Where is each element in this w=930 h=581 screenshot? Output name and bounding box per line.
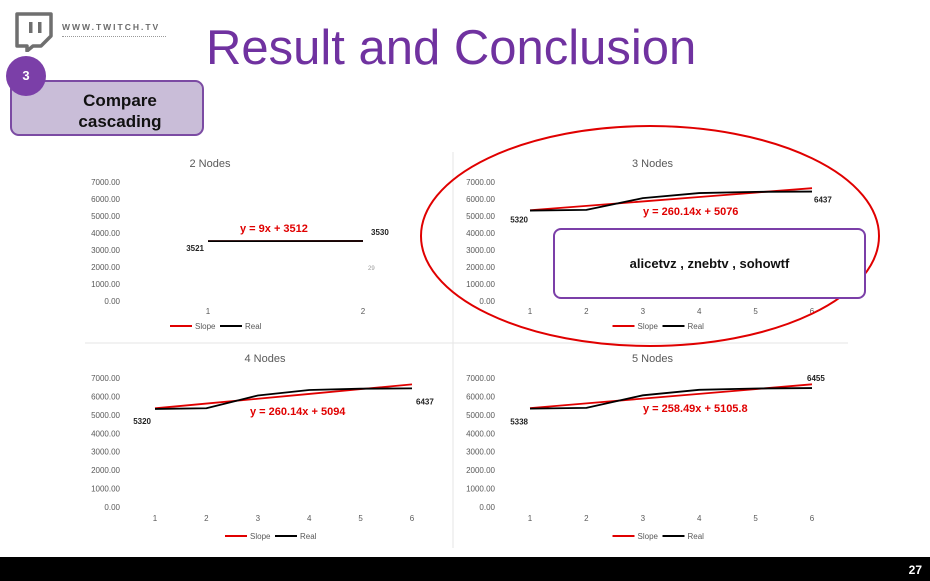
y-tick-label: 0.00 [104,503,120,512]
data-label: 5320 [510,216,528,225]
chart-title: 4 Nodes [245,353,286,365]
step-box: Compare cascading [10,80,204,136]
twitch-icon [15,12,53,52]
trendline-equation: y = 9x + 3512 [240,223,308,235]
y-tick-label: 5000.00 [466,411,495,420]
y-tick-label: 6000.00 [91,392,120,401]
x-tick-label: 5 [753,514,758,523]
x-tick-label: 3 [641,514,646,523]
legend-label-slope: Slope [250,532,271,541]
series-line-real [529,190,813,212]
x-tick-label: 1 [528,307,533,316]
y-tick-label: 6000.00 [91,195,120,204]
x-tick-label: 4 [697,307,702,316]
y-tick-label: 3000.00 [91,246,120,255]
y-tick-label: 0.00 [479,297,495,306]
data-label: 6437 [416,397,434,406]
x-tick-label: 4 [307,514,312,523]
y-tick-label: 1000.00 [466,280,495,289]
trendline-equation: y = 258.49x + 5105.8 [643,403,748,415]
y-tick-label: 7000.00 [466,374,495,383]
page-number: 27 [908,563,922,577]
legend-label-slope: Slope [638,322,659,331]
chart-panels [85,152,848,548]
trendline-equation: y = 260.14x + 5076 [643,206,738,218]
chart-annotation: 29 [368,266,375,272]
x-tick-label: 2 [584,514,589,523]
chart-title: 3 Nodes [632,158,673,170]
y-tick-label: 3000.00 [466,448,495,457]
legend-label-slope: Slope [195,322,216,331]
chart-1: 2 Nodes 7000.00 6000.00 5000.00 4000.00 3000.… [91,158,389,331]
step-label: Compare cascading [50,90,190,132]
x-tick-label: 2 [204,514,209,523]
series-line-real [529,387,813,410]
y-tick-label: 7000.00 [91,178,120,187]
y-tick-label: 4000.00 [91,429,120,438]
x-tick-label: 3 [256,514,261,523]
x-tick-label: 1 [206,307,211,316]
y-tick-label: 6000.00 [466,392,495,401]
y-tick-label: 2000.00 [91,263,120,272]
footer-bar: 27 [0,557,930,581]
x-tick-label: 2 [584,307,589,316]
logo-url: WWW.TWITCH.TV [62,22,161,32]
legend-label-real: Real [688,532,705,541]
logo-divider [62,36,166,37]
y-tick-label: 3000.00 [91,448,120,457]
data-label: 5338 [510,418,528,427]
legend-label-slope: Slope [638,532,659,541]
x-tick-label: 1 [528,514,533,523]
step-number-badge: 3 [6,56,46,96]
x-tick-label: 5 [753,307,758,316]
data-label: 3521 [186,244,204,253]
y-tick-label: 2000.00 [91,466,120,475]
x-tick-label: 6 [810,514,815,523]
y-tick-label: 5000.00 [91,212,120,221]
x-tick-label: 6 [410,514,415,523]
y-tick-label: 0.00 [479,503,495,512]
chart-2: 3 Nodes 7000.00 6000.00 5000.00 4000.00 3000.… [466,158,832,331]
y-tick-label: 1000.00 [91,485,120,494]
x-tick-label: 1 [153,514,158,523]
y-tick-label: 7000.00 [466,178,495,187]
y-tick-label: 2000.00 [466,466,495,475]
series-line-real [154,387,413,410]
y-tick-label: 7000.00 [91,374,120,383]
y-tick-label: 4000.00 [466,229,495,238]
x-tick-label: 2 [361,307,366,316]
y-tick-label: 2000.00 [466,263,495,272]
slide-title: Result and Conclusion [206,21,697,75]
y-tick-label: 1000.00 [91,280,120,289]
step-label-line1: Compare [83,91,157,110]
x-tick-label: 6 [810,307,815,316]
node-names-callout: alicetvz , znebtv , sohowtf [553,228,866,299]
y-tick-label: 0.00 [104,297,120,306]
data-label: 3530 [371,228,389,237]
data-label: 6437 [814,196,832,205]
data-label: 5320 [133,417,151,426]
x-tick-label: 5 [358,514,363,523]
legend-label-real: Real [245,322,262,331]
step-label-line2: cascading [78,112,162,131]
highlight-ellipse [420,125,880,347]
y-tick-label: 1000.00 [466,485,495,494]
chart-title: 5 Nodes [632,353,673,365]
data-label: 6455 [807,374,825,383]
legend-label-real: Real [300,532,317,541]
chart-title: 2 Nodes [190,158,231,170]
chart-3: 4 Nodes 7000.00 6000.00 5000.00 4000.00 3000.… [91,353,434,541]
x-tick-label: 4 [697,514,702,523]
x-tick-label: 3 [641,307,646,316]
y-tick-label: 4000.00 [91,229,120,238]
legend-label-real: Real [688,322,705,331]
y-tick-label: 3000.00 [466,246,495,255]
y-tick-label: 6000.00 [466,195,495,204]
y-tick-label: 4000.00 [466,429,495,438]
y-tick-label: 5000.00 [91,411,120,420]
trendline-equation: y = 260.14x + 5094 [250,406,346,418]
chart-4: 5 Nodes 7000.00 6000.00 5000.00 4000.00 3000.… [466,353,825,541]
y-tick-label: 5000.00 [466,212,495,221]
